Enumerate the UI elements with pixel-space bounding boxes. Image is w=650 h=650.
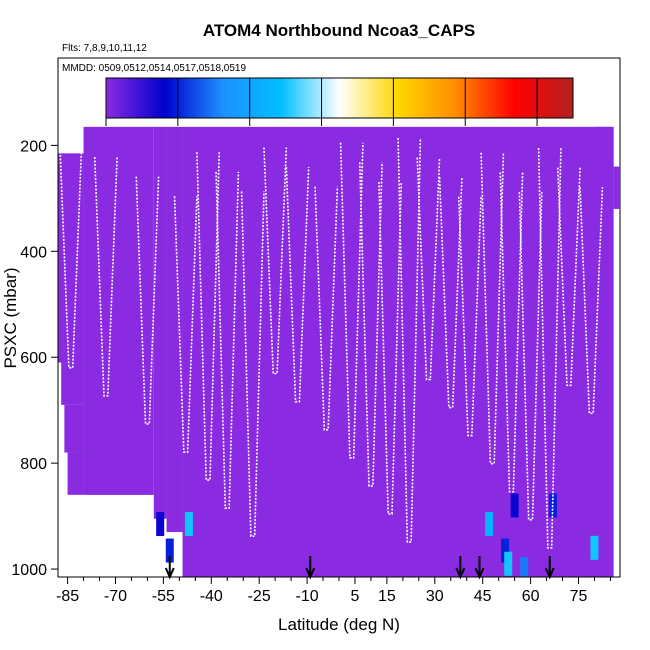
x-axis: -85 -70 -55 -40 -25 -10 5 15 30 45 60 75 <box>56 576 620 605</box>
flight-trace <box>196 152 221 481</box>
flight-trace <box>263 147 288 375</box>
field-region <box>83 126 154 495</box>
x-tick-label: -55 <box>152 588 175 605</box>
flight-trace <box>556 167 581 387</box>
flight-trace <box>537 148 562 549</box>
data-cell <box>501 538 510 563</box>
x-tick-label: -85 <box>56 588 79 605</box>
field-region <box>182 126 614 577</box>
ascent-arrows <box>164 556 555 580</box>
flight-trace <box>339 142 364 459</box>
data-cell <box>165 538 174 563</box>
field-region <box>153 126 167 519</box>
field-region <box>61 362 84 405</box>
x-axis-label: Latitude (deg N) <box>278 615 400 634</box>
field-region <box>594 126 614 167</box>
data-cell <box>184 512 193 537</box>
y-tick-label: 200 <box>20 138 47 155</box>
y-tick-label: 400 <box>20 244 47 261</box>
colorbar <box>105 77 574 119</box>
flight-trace <box>438 177 463 409</box>
data-cell <box>485 512 494 537</box>
data-field <box>58 126 620 577</box>
x-tick-label: -40 <box>200 588 223 605</box>
flight-trace <box>499 172 524 493</box>
flight-trace <box>358 162 383 487</box>
flight-trace <box>135 176 160 425</box>
flight-trace <box>457 196 482 437</box>
field-region <box>613 166 620 209</box>
flight-trace <box>240 191 265 538</box>
x-tick-label: -25 <box>248 588 271 605</box>
data-cell <box>156 512 165 537</box>
data-cell <box>520 557 529 577</box>
flight-trace <box>58 137 83 369</box>
flight-trace <box>93 157 118 397</box>
data-cell <box>504 551 513 576</box>
x-tick-label: 15 <box>378 588 396 605</box>
x-tick-label: -10 <box>296 588 319 605</box>
data-cell <box>590 535 599 560</box>
flight-trace <box>518 191 543 521</box>
flight-trace <box>285 167 310 403</box>
x-tick-label: 45 <box>474 588 492 605</box>
x-tick-label: -70 <box>104 588 127 605</box>
flight-trace <box>314 186 339 431</box>
y-axis: 200 400 600 800 1000 <box>11 58 59 579</box>
x-tick-label: 60 <box>522 588 540 605</box>
data-cell <box>510 493 519 518</box>
y-tick-label: 600 <box>20 350 47 367</box>
flight-trace <box>378 181 403 515</box>
flight-trace <box>397 137 422 543</box>
field-region <box>166 126 183 532</box>
flight-trace <box>416 157 441 381</box>
field-region <box>64 404 84 453</box>
flight-trace <box>173 196 198 453</box>
flight-trace <box>215 171 240 509</box>
x-tick-label: 75 <box>570 588 588 605</box>
flights-label: Flts: 7,8,9,10,11,12 <box>62 43 147 54</box>
flight-traces <box>58 137 604 549</box>
no-data-region <box>58 494 84 577</box>
y-axis-label: PSXC (mbar) <box>1 267 20 368</box>
y-tick-label: 800 <box>20 456 47 473</box>
mmdd-label: MMDD: 0509,0512,0514,0517,0518,0519 <box>62 63 246 74</box>
x-tick-label: 5 <box>351 588 360 605</box>
flight-trace <box>480 152 505 465</box>
y-tick-label: 1000 <box>11 562 47 579</box>
x-tick-label: 30 <box>426 588 444 605</box>
flight-trace <box>579 187 604 415</box>
chart-title: ATOM4 Northbound Ncoa3_CAPS <box>203 21 475 40</box>
field-region <box>67 452 84 495</box>
